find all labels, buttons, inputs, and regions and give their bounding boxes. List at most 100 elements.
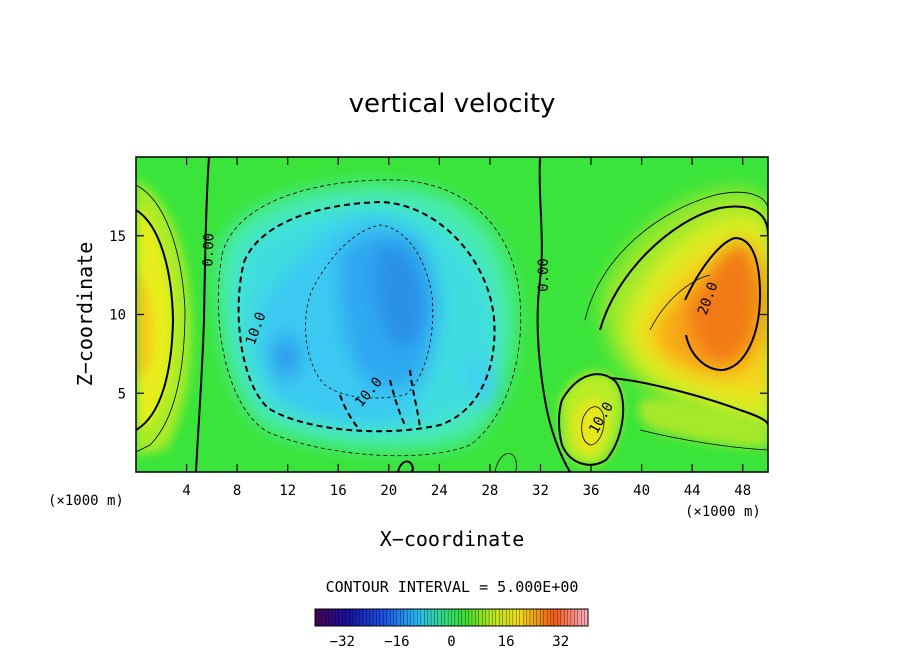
colorbar-cell <box>355 608 360 627</box>
colorbar-cell <box>526 608 531 627</box>
left-updraft-region <box>136 180 192 455</box>
colorbar-cell <box>314 608 319 627</box>
x-tick-label: 24 <box>431 483 448 499</box>
colorbar-cell <box>331 608 336 627</box>
colorbar-cell <box>574 608 579 627</box>
colorbar-cell <box>345 608 350 627</box>
colorbar-tick-label: 0 <box>447 634 455 650</box>
colorbar-cell <box>485 608 490 627</box>
x-unit-label: (×1000 m) <box>48 493 124 509</box>
colorbar-cell <box>400 608 405 627</box>
x-tick-label: 20 <box>380 483 397 499</box>
colorbar-tick-label: 16 <box>498 634 515 650</box>
colorbar-cell <box>557 608 562 627</box>
colorbar-cell <box>540 608 544 627</box>
colorbar-cell <box>369 608 374 627</box>
colorbar-cell <box>461 608 466 627</box>
colorbar-cell <box>451 608 456 627</box>
y-tick-label: 5 <box>118 386 126 402</box>
colorbar-cell <box>536 608 541 627</box>
colorbar-cell <box>444 608 449 627</box>
colorbar-tick-label: −32 <box>330 634 355 650</box>
x-unit-label-right: (×1000 m) <box>685 504 761 520</box>
x-tick-label: 44 <box>684 483 701 499</box>
colorbar-cell <box>546 608 551 627</box>
colorbar-cell <box>499 608 504 627</box>
contour-label: 0.00 <box>536 258 552 292</box>
colorbar-cell <box>553 608 558 627</box>
colorbar-cell <box>550 608 555 627</box>
colorbar-cell <box>523 608 527 627</box>
x-tick-label: 16 <box>330 483 347 499</box>
colorbar-cell <box>454 608 459 627</box>
colorbar-cell <box>328 608 333 627</box>
colorbar-cell <box>335 608 340 627</box>
y-axis: 5 10 15 <box>109 229 768 402</box>
colorbar-cell <box>495 608 500 627</box>
contour-lines <box>136 157 768 472</box>
colorbar-cell <box>413 608 418 627</box>
colorbar-cell <box>533 608 538 627</box>
colorbar-cell <box>570 608 575 627</box>
colorbar-cell <box>379 608 384 627</box>
x-tick-label: 40 <box>633 483 650 499</box>
colorbar-cell <box>447 608 452 627</box>
colorbar-cell <box>543 608 548 627</box>
colorbar-cell <box>362 608 367 627</box>
colorbar-cell <box>342 608 347 627</box>
colorbar-cell <box>475 608 480 627</box>
colorbar-cell <box>502 608 507 627</box>
colorbar-cell <box>505 608 510 627</box>
colorbar-ticks: −32 −16 0 16 32 <box>330 634 569 650</box>
colorbar <box>314 608 589 627</box>
colorbar-cell <box>386 608 391 627</box>
colorbar-cell <box>560 608 565 627</box>
colorbar-cell <box>410 608 415 627</box>
x-tick-label: 48 <box>734 483 751 499</box>
colorbar-tick-label: −16 <box>384 634 409 650</box>
contour-interval-text: CONTOUR INTERVAL = 5.000E+00 <box>326 578 579 596</box>
colorbar-cell <box>458 608 463 627</box>
colorbar-cell <box>366 608 370 627</box>
colorbar-cell <box>563 608 568 627</box>
x-tick-label: 36 <box>583 483 600 499</box>
colorbar-cell <box>471 608 476 627</box>
y-axis-title: Z−coordinate <box>73 242 97 387</box>
colorbar-cell <box>516 608 521 627</box>
colorbar-frame <box>314 608 589 627</box>
colorbar-tick-label: 32 <box>552 634 569 650</box>
colorbar-cell <box>519 608 524 627</box>
colorbar-cell <box>492 608 497 627</box>
contour-label: 0.00 <box>200 233 217 267</box>
colorbar-cell <box>352 608 357 627</box>
colorbar-cell <box>424 608 428 627</box>
colorbar-cell <box>383 608 388 627</box>
colorbar-cell <box>427 608 432 627</box>
colorbar-cell <box>321 608 326 627</box>
plot-area: 0.00 0.00 10.0 10.0 10.0 20.0 <box>136 157 768 472</box>
colorbar-cell <box>577 608 582 627</box>
colorbar-cell <box>348 608 353 627</box>
colorbar-cell <box>478 608 483 627</box>
colorbar-cell <box>318 608 323 627</box>
colorbar-cell <box>376 608 381 627</box>
colorbar-cell <box>359 608 364 627</box>
x-tick-label: 4 <box>182 483 190 499</box>
x-tick-label: 8 <box>233 483 241 499</box>
colorbar-cell <box>372 608 377 627</box>
central-downdraft-region <box>216 184 516 451</box>
right-updraft-region <box>600 189 768 440</box>
colorbar-cell <box>420 608 425 627</box>
colorbar-cell <box>338 608 343 627</box>
x-axis-title: X−coordinate <box>380 527 525 551</box>
lower-right-region <box>560 371 768 465</box>
colorbar-cell <box>437 608 442 627</box>
colorbar-cell <box>396 608 401 627</box>
colorbar-cell <box>512 608 517 627</box>
colorbar-cell <box>403 608 408 627</box>
colorbar-cell <box>417 608 422 627</box>
colorbar-cell <box>488 608 493 627</box>
colorbar-cell <box>581 608 585 627</box>
colorbar-cell <box>529 608 534 627</box>
